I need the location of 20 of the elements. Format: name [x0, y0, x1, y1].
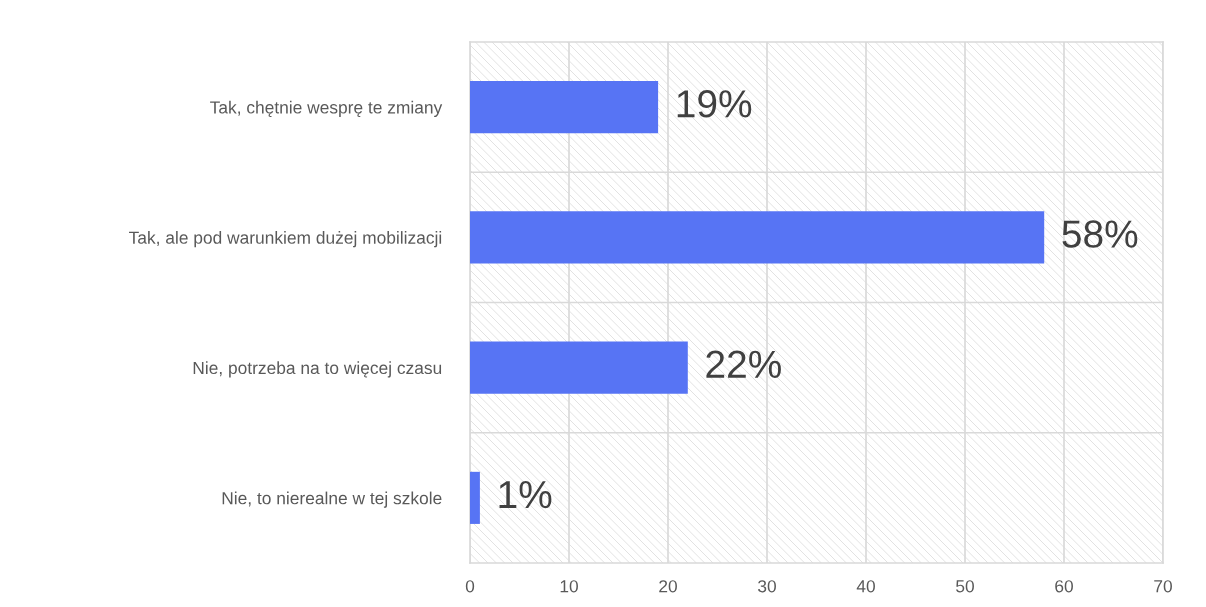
x-tick-label: 0	[465, 580, 475, 593]
x-tick-label: 10	[560, 580, 578, 593]
y-tick-label: Nie, potrzeba na to więcej czasu	[193, 361, 442, 378]
y-tick-label: Nie, to nierealne w tej szkole	[222, 491, 442, 508]
x-tick-label: 40	[856, 580, 875, 593]
data-label: 1%	[499, 480, 552, 509]
data-label: 19%	[677, 90, 752, 118]
x-tick-label: 60	[1055, 580, 1073, 593]
y-tick-label: Tak, ale pod warunkiem dużej mobilizacji	[129, 231, 442, 248]
data-label: 58%	[1062, 220, 1138, 248]
x-tick-label: 30	[758, 580, 776, 593]
data-label: 22%	[706, 350, 781, 378]
bar	[470, 341, 688, 394]
bar	[470, 471, 480, 524]
x-tick-label: 50	[956, 580, 974, 593]
x-tick-label: 20	[659, 580, 677, 593]
y-tick-label: Tak, chętnie wesprę te zmiany	[210, 100, 443, 118]
x-tick-label: 70	[1154, 580, 1172, 593]
bar	[470, 211, 1045, 264]
bar	[470, 81, 659, 134]
